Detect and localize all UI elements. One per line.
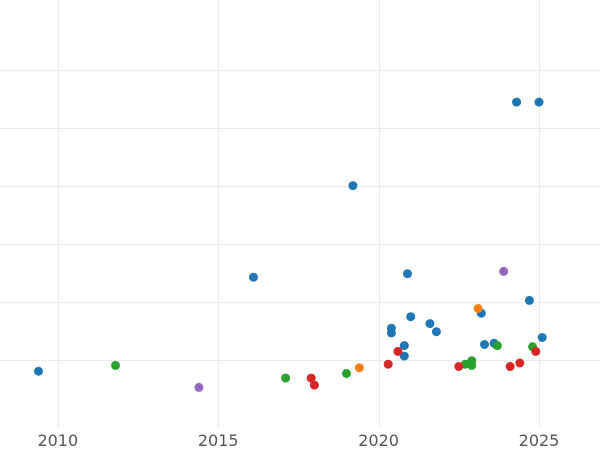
data-point-series-1: [399, 351, 409, 361]
data-point-series-3: [499, 266, 509, 276]
data-point-series-2: [467, 356, 477, 366]
data-point-series-1: [512, 97, 522, 107]
data-point-series-4: [393, 346, 403, 356]
data-point-series-4: [383, 359, 393, 369]
data-point-series-4: [505, 362, 515, 371]
data-points: [34, 97, 547, 392]
data-point-series-4: [306, 373, 316, 383]
data-point-series-2: [492, 341, 502, 351]
data-point-series-2: [281, 373, 291, 383]
data-point-series-4: [309, 380, 319, 390]
gridlines: [0, 0, 600, 428]
data-point-series-1: [480, 340, 489, 349]
data-point-series-1: [537, 333, 547, 342]
data-point-series-5: [354, 363, 364, 373]
data-point-series-1: [348, 181, 358, 191]
data-point-series-1: [386, 328, 396, 338]
data-point-series-4: [515, 358, 525, 368]
data-point-series-1: [403, 269, 412, 279]
data-point-series-4: [531, 346, 541, 356]
data-point-series-1: [249, 272, 258, 282]
data-point-series-1: [425, 319, 435, 329]
data-point-series-1: [534, 97, 544, 107]
x-tick-label: 2020: [358, 431, 399, 450]
x-axis-tick-labels: 2010 2015 2020 2025: [37, 431, 559, 450]
data-point-series-1: [34, 366, 43, 376]
x-tick-label: 2010: [37, 431, 78, 450]
x-tick-label: 2015: [198, 431, 239, 450]
data-point-series-1: [399, 341, 409, 351]
x-tick-label: 2025: [519, 431, 560, 450]
data-point-series-1: [406, 312, 416, 322]
data-point-series-3: [194, 382, 204, 392]
data-point-series-1: [431, 327, 441, 337]
data-point-series-4: [454, 362, 464, 371]
data-point-series-2: [111, 360, 120, 370]
data-point-series-5: [473, 304, 483, 313]
data-point-series-2: [342, 369, 351, 378]
data-point-series-1: [524, 295, 534, 305]
